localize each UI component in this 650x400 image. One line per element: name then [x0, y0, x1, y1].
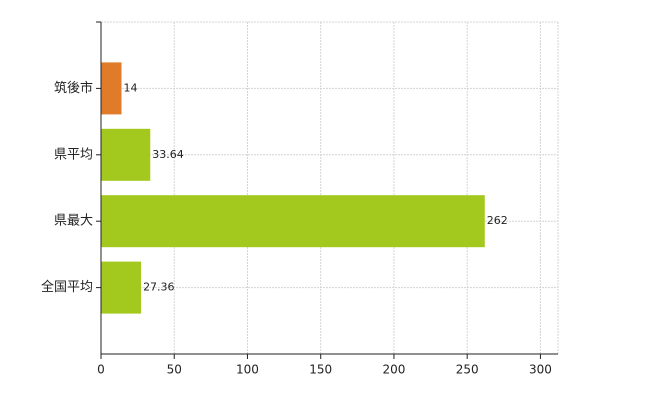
x-tick-label: 150	[309, 363, 332, 377]
x-tick-label: 100	[236, 363, 259, 377]
x-tick-label: 50	[167, 363, 182, 377]
x-tick-label: 300	[529, 363, 552, 377]
value-label: 262	[487, 214, 508, 227]
x-tick-label: 0	[97, 363, 105, 377]
y-tick-label: 筑後市	[54, 80, 93, 96]
bar	[101, 128, 151, 181]
y-tick-label: 全国平均	[41, 279, 93, 295]
y-tick-label: 県最大	[54, 214, 93, 229]
bar	[101, 62, 122, 115]
value-label: 27.36	[143, 281, 175, 294]
x-tick-label: 250	[456, 363, 479, 377]
y-tick-label: 県平均	[54, 147, 93, 162]
value-label: 14	[124, 81, 138, 94]
bar	[101, 261, 142, 314]
bar	[101, 195, 485, 248]
x-tick-label: 200	[382, 363, 405, 377]
value-label: 33.64	[152, 148, 184, 161]
